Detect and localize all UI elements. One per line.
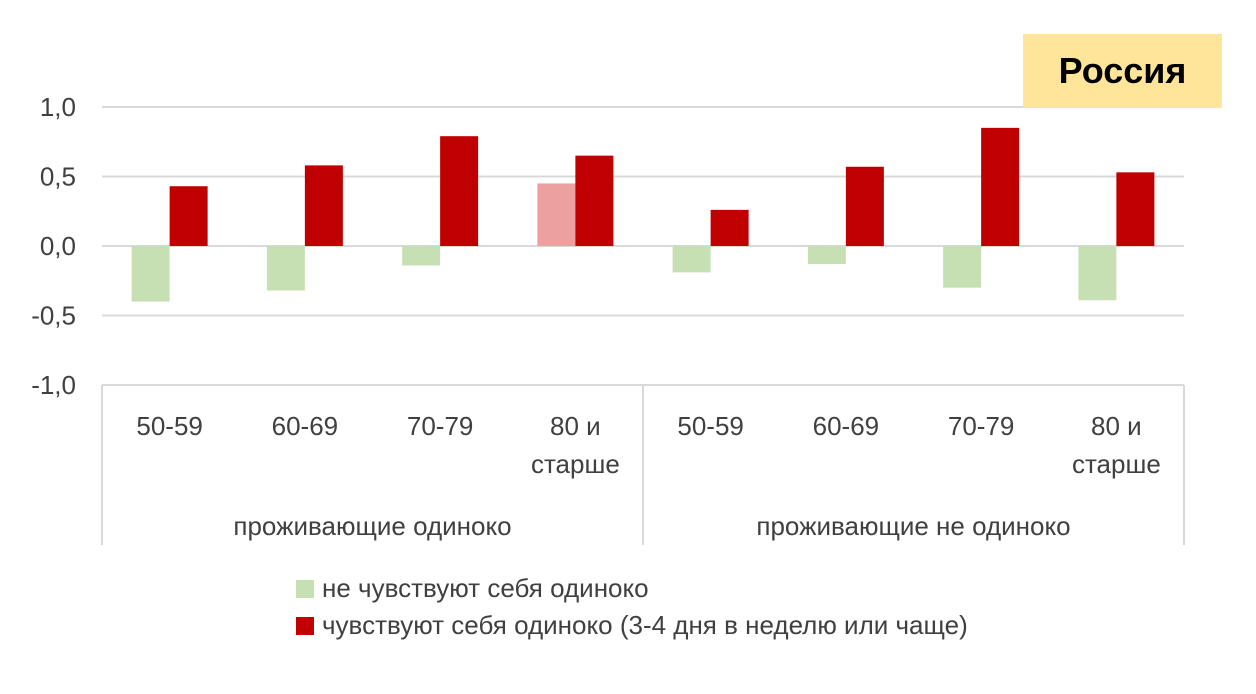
bar-lonely [710,209,749,246]
y-tick-label: -1,0 [31,370,76,400]
x-axis-lines [101,385,1185,545]
gridlines [102,106,1184,386]
y-tick-label: 1,0 [40,92,76,122]
y-tick-label: 0,0 [40,231,76,261]
bar-not-lonely [943,246,982,288]
x-group-label: проживающие одиноко [233,511,511,541]
x-category-label: 60-69 [272,411,339,441]
x-group-label: проживающие не одиноко [756,511,1070,541]
y-tick-label: -0,5 [31,301,76,331]
bar-not-lonely [402,246,441,266]
legend-swatch-lonely [296,616,314,635]
x-category-label: 70-79 [948,411,1015,441]
bar-not-lonely [807,246,846,265]
x-category-label: 80 и [550,411,601,441]
x-axis-category-labels: 50-59 60-69 70-79 80 и старше 50-59 60-69 70-79… [136,411,1160,479]
x-category-label: 60-69 [813,411,880,441]
bar-lonely [981,127,1020,246]
legend-label-lonely: чувствуют себя одиноко (3-4 дня в неделю… [322,610,968,640]
legend-label-not-lonely: не чувствуют себя одиноко [322,573,649,603]
x-category-label: старше [1072,449,1161,479]
bar-lonely [845,166,884,246]
bar-not-lonely [537,183,576,246]
bar-lonely [440,136,479,246]
y-tick-label: 0,5 [40,162,76,192]
x-category-label: 50-59 [136,411,203,441]
bar-not-lonely [1078,246,1117,301]
x-category-label: 70-79 [407,411,474,441]
bar-lonely [1116,172,1155,246]
legend: не чувствуют себя одиноко чувствуют себя… [296,570,968,644]
legend-swatch-not-lonely [296,579,314,598]
x-category-label: старше [531,449,620,479]
legend-item-not-lonely: не чувствуют себя одиноко [296,570,968,607]
bar-lonely [169,186,208,246]
bar-not-lonely [131,246,170,302]
y-axis-ticks: 1,0 0,5 0,0 -0,5 -1,0 [31,92,76,400]
x-category-label: 50-59 [677,411,744,441]
bar-not-lonely [266,246,305,291]
legend-item-lonely: чувствуют себя одиноко (3-4 дня в неделю… [296,607,968,644]
bar-lonely [575,155,614,246]
x-category-label: 80 и [1091,411,1142,441]
region-badge: Россия [1023,34,1222,108]
x-axis-group-labels: проживающие одиноко проживающие не одинок… [233,511,1070,541]
bar-not-lonely [672,246,711,273]
bars [131,127,1155,302]
bar-lonely [304,165,343,246]
